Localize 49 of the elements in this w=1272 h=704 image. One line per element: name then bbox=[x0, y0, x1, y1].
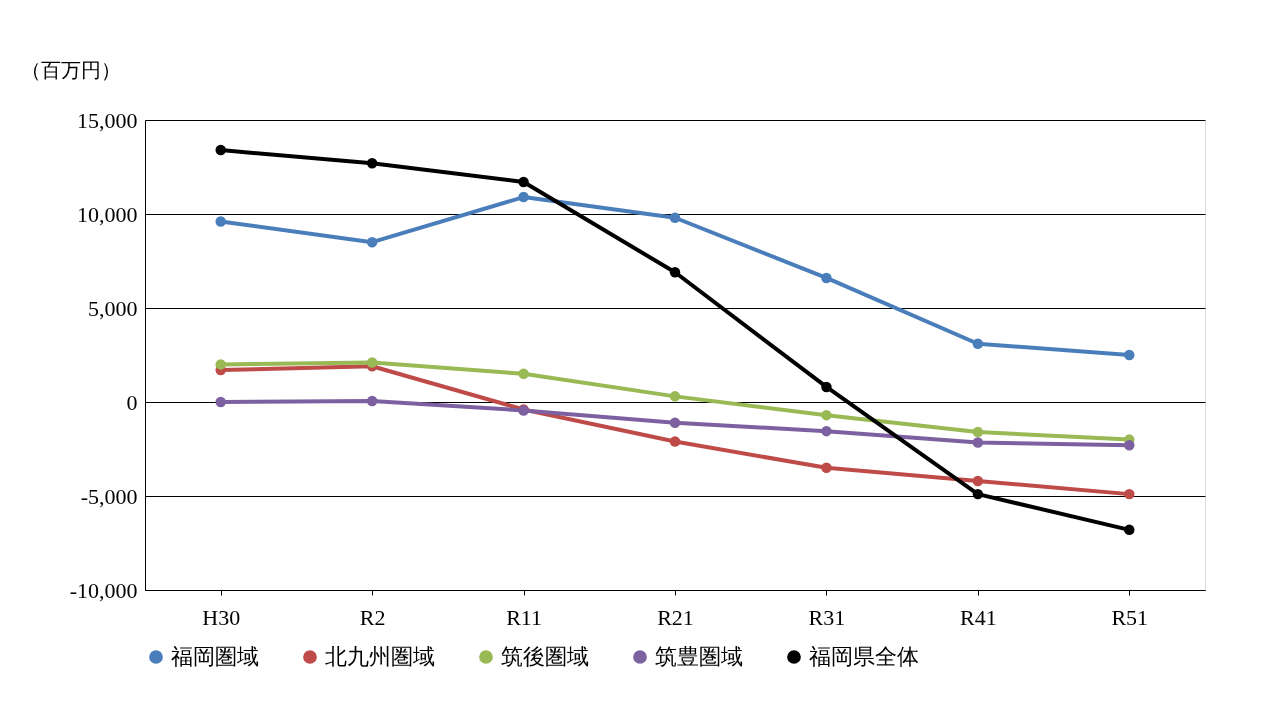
x-tick-label: R51 bbox=[1111, 604, 1149, 630]
point bbox=[821, 409, 832, 421]
point bbox=[972, 426, 984, 438]
x-tick-label: R41 bbox=[960, 604, 997, 630]
point bbox=[669, 436, 681, 447]
point bbox=[366, 357, 378, 368]
x-tick-label: R11 bbox=[506, 604, 542, 630]
point bbox=[669, 417, 681, 428]
point bbox=[972, 475, 984, 487]
x-tick-label: R31 bbox=[808, 604, 846, 630]
legend-label: 福岡圏域 bbox=[171, 644, 259, 669]
y-axis-title: （百万円） bbox=[20, 57, 121, 82]
point bbox=[1124, 349, 1135, 361]
point bbox=[366, 236, 378, 248]
legend-label: 北九州圏域 bbox=[325, 644, 435, 669]
point bbox=[215, 216, 226, 227]
point bbox=[821, 462, 832, 474]
point bbox=[821, 381, 832, 393]
point bbox=[972, 488, 984, 500]
point bbox=[972, 437, 984, 448]
point bbox=[366, 395, 378, 407]
y-tick-label: -5,000 bbox=[80, 483, 138, 509]
legend-label: 福岡県全体 bbox=[809, 644, 919, 669]
point bbox=[518, 368, 529, 380]
point bbox=[972, 338, 984, 349]
point bbox=[215, 144, 226, 156]
y-tick-label: 15,000 bbox=[77, 107, 138, 133]
point bbox=[1124, 440, 1135, 451]
point bbox=[669, 391, 681, 402]
y-tick-label: 10,000 bbox=[77, 201, 138, 227]
y-tick-label: 0 bbox=[126, 389, 138, 415]
legend-label: 筑後圏域 bbox=[501, 644, 589, 669]
point bbox=[518, 191, 529, 203]
point bbox=[215, 396, 226, 408]
y-tick-label: -10,000 bbox=[69, 577, 138, 603]
x-tick-label: H30 bbox=[202, 604, 241, 630]
point bbox=[1124, 488, 1135, 500]
point bbox=[215, 359, 226, 370]
point bbox=[669, 267, 681, 278]
point bbox=[821, 425, 832, 437]
y-tick-label: 5,000 bbox=[88, 295, 138, 321]
point bbox=[366, 158, 378, 169]
point bbox=[669, 212, 681, 223]
point bbox=[518, 176, 529, 188]
x-tick-label: R21 bbox=[657, 604, 694, 630]
legend-label: 筑豊圏域 bbox=[655, 644, 743, 669]
x-tick-label: R2 bbox=[359, 604, 386, 630]
point bbox=[821, 272, 832, 284]
point bbox=[1124, 524, 1135, 536]
